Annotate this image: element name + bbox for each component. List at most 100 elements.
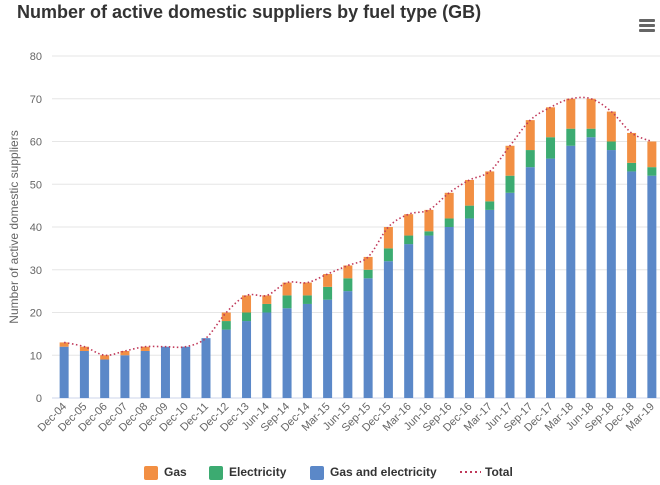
bar-gas[interactable] [59, 342, 69, 347]
gas-and-electricity-swatch-icon [310, 466, 324, 480]
gas-swatch-icon [144, 466, 158, 480]
bar-gas[interactable] [464, 179, 474, 206]
bar-electricity[interactable] [485, 201, 495, 210]
bar-electricity[interactable] [586, 128, 596, 138]
bar-electricity[interactable] [606, 141, 616, 151]
bar-gas[interactable] [586, 98, 596, 129]
bar-electricity[interactable] [444, 218, 454, 227]
bar-gas[interactable] [242, 295, 252, 313]
bar-gas-and-electricity[interactable] [160, 346, 170, 398]
bar-gas-and-electricity[interactable] [282, 308, 292, 398]
bar-electricity[interactable] [464, 205, 474, 219]
bar-electricity[interactable] [262, 303, 272, 313]
bar-gas-and-electricity[interactable] [100, 359, 110, 398]
bar-gas-and-electricity[interactable] [566, 145, 576, 398]
bar-gas-and-electricity[interactable] [525, 167, 535, 398]
bar-gas[interactable] [566, 98, 576, 129]
legend: Gas Electricity Gas and electricity Tota… [0, 462, 660, 482]
bar-gas-and-electricity[interactable] [444, 227, 454, 398]
bar-gas-and-electricity[interactable] [242, 321, 252, 398]
bar-gas[interactable] [606, 111, 616, 142]
chart-title: Number of active domestic suppliers by f… [17, 2, 482, 22]
bar-gas[interactable] [282, 282, 292, 296]
bar-electricity[interactable] [363, 269, 373, 279]
bar-gas-and-electricity[interactable] [262, 312, 272, 399]
bar-electricity[interactable] [627, 162, 637, 172]
bar-gas[interactable] [323, 274, 333, 287]
total-line[interactable] [63, 96, 653, 357]
bar-gas-and-electricity[interactable] [323, 299, 333, 398]
bar-gas-and-electricity[interactable] [221, 329, 231, 398]
bar-gas-and-electricity[interactable] [424, 235, 434, 398]
legend-label-total: Total [485, 465, 513, 479]
y-tick-label: 80 [30, 51, 42, 63]
x-axis-ticks: Dec-04Dec-05Dec-06Dec-07Dec-08Dec-09Dec-… [36, 401, 657, 435]
bar-gas[interactable] [363, 256, 373, 270]
bar-electricity[interactable] [221, 321, 231, 330]
bar-electricity[interactable] [566, 128, 576, 146]
bar-gas-and-electricity[interactable] [363, 278, 373, 398]
bar-gas[interactable] [383, 227, 393, 249]
dotted-line-icon [460, 471, 481, 473]
bar-gas[interactable] [424, 209, 434, 232]
bar-electricity[interactable] [424, 231, 434, 236]
total-line-series [63, 96, 653, 357]
bar-gas[interactable] [525, 120, 535, 151]
y-tick-label: 60 [30, 137, 42, 149]
bar-gas-and-electricity[interactable] [140, 350, 150, 398]
bar-gas-and-electricity[interactable] [343, 291, 353, 398]
bar-gas-and-electricity[interactable] [546, 158, 556, 398]
bar-electricity[interactable] [242, 312, 252, 322]
bar-series [59, 98, 657, 399]
bar-gas-and-electricity[interactable] [302, 303, 312, 398]
bar-gas[interactable] [647, 141, 657, 168]
bar-gas-and-electricity[interactable] [464, 218, 474, 398]
bar-electricity[interactable] [525, 150, 535, 168]
bar-gas-and-electricity[interactable] [59, 346, 69, 398]
bar-gas-and-electricity[interactable] [404, 244, 414, 398]
bar-gas-and-electricity[interactable] [79, 350, 89, 398]
hamburger-menu-icon[interactable] [639, 19, 655, 33]
bar-electricity[interactable] [647, 167, 657, 176]
bar-electricity[interactable] [323, 286, 333, 300]
chart-area: 0 10 20 30 40 50 60 70 80 Number of active domes… [7, 51, 660, 435]
bar-gas-and-electricity[interactable] [647, 175, 657, 398]
bar-gas-and-electricity[interactable] [586, 137, 596, 398]
bar-gas-and-electricity[interactable] [627, 171, 637, 398]
bar-gas[interactable] [444, 192, 454, 219]
bar-gas[interactable] [404, 214, 414, 236]
bar-gas[interactable] [120, 350, 130, 356]
y-tick-label: 70 [30, 94, 42, 106]
bar-electricity[interactable] [505, 175, 515, 193]
bar-electricity[interactable] [343, 278, 353, 292]
bar-gas-and-electricity[interactable] [120, 355, 130, 398]
bar-gas-and-electricity[interactable] [383, 261, 393, 398]
bar-gas[interactable] [343, 265, 353, 279]
bar-electricity[interactable] [383, 248, 393, 262]
bar-gas[interactable] [221, 312, 231, 322]
bar-gas[interactable] [302, 282, 312, 296]
y-axis-ticks: 0 10 20 30 40 50 60 70 80 [30, 51, 42, 405]
bar-gas[interactable] [79, 346, 89, 351]
y-tick-label: 50 [30, 179, 42, 191]
bar-gas[interactable] [100, 355, 110, 360]
bar-electricity[interactable] [302, 295, 312, 304]
bar-gas[interactable] [140, 346, 150, 351]
y-tick-label: 30 [30, 265, 42, 277]
y-tick-label: 40 [30, 222, 42, 234]
bar-gas[interactable] [546, 107, 556, 138]
bar-gas[interactable] [262, 295, 272, 304]
bar-gas[interactable] [627, 132, 637, 163]
bar-electricity[interactable] [404, 235, 414, 245]
bar-electricity[interactable] [546, 137, 556, 159]
legend-label-electricity: Electricity [229, 465, 287, 479]
bar-gas[interactable] [505, 145, 515, 176]
bar-gas[interactable] [485, 171, 495, 202]
bar-gas-and-electricity[interactable] [505, 192, 515, 398]
bar-gas-and-electricity[interactable] [181, 346, 191, 398]
bar-gas-and-electricity[interactable] [201, 338, 211, 398]
bar-gas-and-electricity[interactable] [606, 150, 616, 398]
y-tick-label: 20 [30, 308, 42, 320]
bar-gas-and-electricity[interactable] [485, 209, 495, 398]
bar-electricity[interactable] [282, 295, 292, 309]
